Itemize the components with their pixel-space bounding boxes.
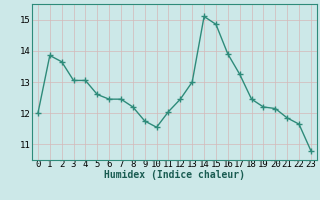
X-axis label: Humidex (Indice chaleur): Humidex (Indice chaleur) — [104, 170, 245, 180]
